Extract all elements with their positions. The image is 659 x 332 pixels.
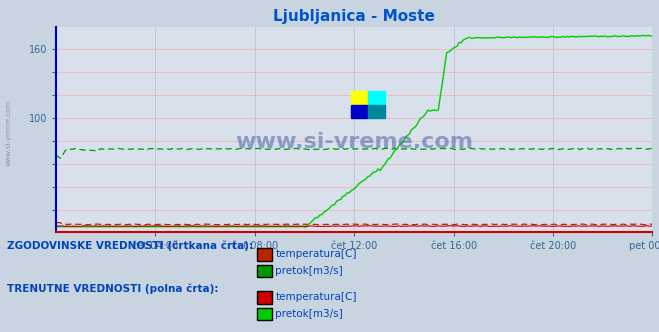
Text: www.si-vreme.com: www.si-vreme.com (235, 132, 473, 152)
Text: pretok[m3/s]: pretok[m3/s] (275, 309, 343, 319)
Text: temperatura[C]: temperatura[C] (275, 249, 357, 259)
Bar (368, 91, 385, 105)
Bar (368, 105, 385, 118)
Text: temperatura[C]: temperatura[C] (275, 292, 357, 302)
Bar (351, 105, 368, 118)
Title: Ljubljanica - Moste: Ljubljanica - Moste (273, 9, 435, 24)
Bar (351, 91, 368, 105)
Text: www.si-vreme.com: www.si-vreme.com (5, 100, 11, 166)
Text: ZGODOVINSKE VREDNOSTI (črtkana črta):: ZGODOVINSKE VREDNOSTI (črtkana črta): (7, 241, 252, 251)
Text: pretok[m3/s]: pretok[m3/s] (275, 266, 343, 276)
Text: TRENUTNE VREDNOSTI (polna črta):: TRENUTNE VREDNOSTI (polna črta): (7, 284, 218, 294)
